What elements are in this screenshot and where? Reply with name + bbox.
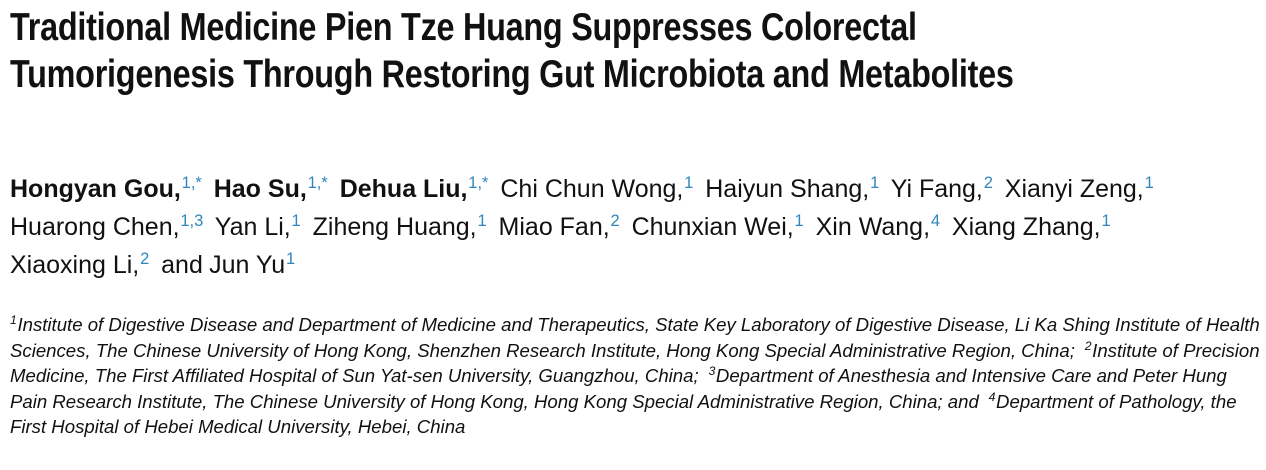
affiliation-number: 3: [708, 364, 716, 379]
affiliation-text: Institute of Digestive Disease and Depar…: [10, 314, 1260, 361]
author-name: Xiang Zhang,: [951, 213, 1101, 241]
affiliation-text: Institute of Precision Medicine, The Fir…: [10, 339, 1260, 387]
title-block: Traditional Medicine Pien Tze Huang Supp…: [10, 4, 1097, 98]
author: Huarong Chen,1,3: [10, 213, 208, 241]
author-name: Xin Wang,: [815, 213, 931, 241]
author-name: Dehua Liu,: [339, 175, 468, 203]
affiliation-marker: 1: [285, 249, 296, 268]
affiliation-marker: 1: [870, 173, 880, 192]
author: Chi Chun Wong,1: [500, 175, 698, 203]
author: Miao Fan,2: [499, 213, 625, 241]
affiliation-number: 2: [1084, 338, 1092, 353]
affiliation-marker: 1: [477, 211, 487, 230]
author: Hongyan Gou,1,*: [10, 175, 207, 203]
author-name: Chi Chun Wong,: [500, 175, 684, 203]
affiliation-marker: 1: [291, 211, 301, 230]
author-name: Yan Li,: [214, 213, 291, 241]
author: Ziheng Huang,1: [313, 213, 492, 241]
author-name: Hao Su,: [213, 175, 307, 203]
affiliation-marker: 2: [140, 249, 150, 268]
affiliation-text: Department of Anesthesia and Intensive C…: [10, 365, 1227, 412]
author: Dehua Liu,1,*: [340, 175, 494, 203]
affiliation-number: 1: [10, 313, 17, 328]
author-name: Miao Fan,: [498, 213, 610, 241]
affiliation-marker: 2: [610, 211, 620, 230]
author-name: Yi Fang,: [890, 175, 983, 203]
author: Xiang Zhang,1: [952, 213, 1116, 241]
affiliation-marker: 1,*: [181, 173, 202, 192]
author: Xianyi Zeng,1: [1005, 175, 1159, 203]
author-prefix: and: [161, 251, 203, 279]
affiliation-text: Department of Pathology, the First Hospi…: [10, 390, 1237, 438]
author-name: Xianyi Zeng,: [1004, 175, 1144, 203]
author: Xin Wang,4: [816, 213, 945, 241]
author-name: Jun Yu: [209, 251, 286, 279]
affiliation-marker: 1: [794, 211, 804, 230]
author: Xiaoxing Li,2: [10, 251, 154, 279]
author-name: Ziheng Huang,: [312, 213, 477, 241]
affiliation-marker: 2: [983, 173, 993, 192]
affiliation-marker: 1: [1144, 173, 1154, 192]
author: Yan Li,1: [215, 213, 306, 241]
author-name: Haiyun Shang,: [705, 175, 870, 203]
paper-title: Traditional Medicine Pien Tze Huang Supp…: [10, 6, 1014, 96]
author-list: Hongyan Gou,1,* Hao Su,1,* Dehua Liu,1,*…: [10, 170, 1210, 284]
affiliation-marker: 1,3: [180, 211, 204, 230]
author: Haiyun Shang,1: [705, 175, 884, 203]
affiliation-marker: 1: [1101, 211, 1111, 230]
author: Chunxian Wei,1: [632, 213, 809, 241]
author: Hao Su,1,*: [214, 175, 333, 203]
author: Yi Fang,2: [891, 175, 998, 203]
affiliation-marker: 4: [930, 211, 941, 230]
affiliation-number: 4: [988, 389, 996, 404]
affiliation-list: 1Institute of Digestive Disease and Depa…: [10, 312, 1266, 440]
author: and Jun Yu1: [161, 251, 300, 279]
affiliation-marker: 1,*: [307, 173, 328, 192]
author-name: Hongyan Gou,: [10, 175, 181, 203]
author-name: Xiaoxing Li,: [10, 251, 140, 279]
affiliation-marker: 1: [684, 173, 694, 192]
author-name: Huarong Chen,: [10, 213, 180, 241]
affiliation-marker: 1,*: [468, 173, 489, 192]
author-name: Chunxian Wei,: [631, 213, 794, 241]
